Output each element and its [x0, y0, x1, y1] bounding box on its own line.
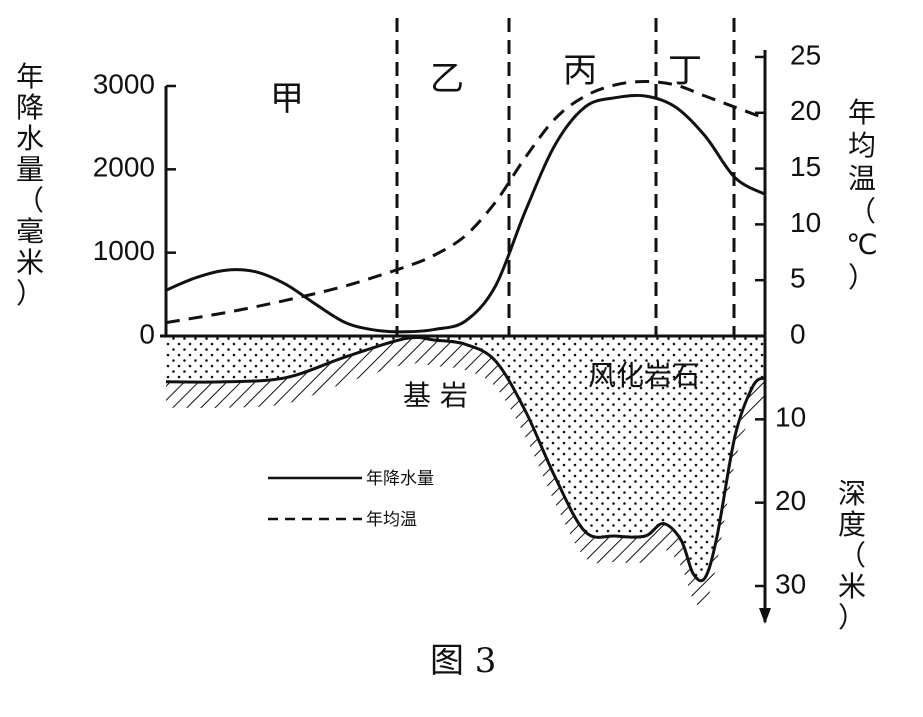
right-tick-label: 15 — [790, 151, 821, 182]
legend-label-temp: 年均温 — [366, 510, 417, 530]
precipitation-line — [165, 93, 766, 334]
depth-tick-label: 30 — [775, 568, 806, 599]
left-title-char: （ — [16, 184, 44, 217]
depth-title-char: ） — [838, 601, 866, 634]
zone-label-bing: 丙 — [563, 51, 597, 91]
left-title-char: 降 — [16, 91, 44, 124]
left-tick-label: 2000 — [93, 152, 155, 183]
right-title-char: ） — [848, 261, 876, 294]
right-title-char: ℃ — [846, 228, 877, 261]
depth-axis-title: 深度（米） — [838, 477, 866, 634]
zone-label-yi: 乙 — [430, 59, 464, 99]
weathered-rock-label: 风化岩石 — [588, 359, 700, 392]
bedrock-label: 基 岩 — [403, 379, 468, 412]
left-title-char: 量 — [16, 153, 44, 186]
right-axis-title: 年均温（℃） — [846, 96, 877, 294]
right-tick-label: 25 — [790, 39, 821, 70]
left-axis-title: 年降水量（毫米） — [16, 60, 44, 310]
bedrock-hatch — [166, 337, 765, 607]
depth-title-char: （ — [838, 539, 866, 572]
depth-tick-label: 20 — [775, 485, 806, 516]
right-tick-label: 10 — [790, 207, 821, 238]
right-title-char: 均 — [848, 129, 876, 162]
legend: 年降水量 年均温 — [268, 469, 434, 530]
left-tick-label: 1000 — [93, 235, 155, 266]
right-title-char: （ — [848, 195, 876, 228]
weathered-rock-layer — [166, 336, 765, 581]
left-title-char: 年 — [16, 60, 44, 93]
depth-title-char: 米 — [838, 570, 866, 603]
zone-label-ding: 丁 — [668, 51, 702, 91]
depth-tick-label: 10 — [775, 402, 806, 433]
right-title-char: 年 — [848, 96, 876, 129]
temperature-line — [165, 79, 766, 325]
left-title-char: ） — [16, 277, 44, 310]
legend-label-precip: 年降水量 — [366, 469, 434, 489]
bedrock-boundary-line — [165, 335, 766, 583]
figure-caption: 图 3 — [430, 641, 496, 681]
right-axis-ticks: 0 5 10 15 20 25 — [755, 39, 821, 349]
left-axis-ticks: 0 1000 2000 3000 — [93, 68, 176, 349]
zone-label-jia: 甲 — [270, 79, 304, 119]
right-title-char: 温 — [848, 162, 876, 195]
depth-title-char: 深 — [838, 477, 866, 510]
left-title-char: 毫 — [16, 215, 44, 248]
depth-title-char: 度 — [838, 508, 866, 541]
right-tick-label: 20 — [790, 95, 821, 126]
left-tick-label: 3000 — [93, 68, 155, 99]
right-tick-label: 5 — [790, 263, 806, 294]
left-title-char: 米 — [16, 246, 44, 279]
depth-axis-ticks: 10 20 30 — [755, 402, 806, 599]
left-title-char: 水 — [16, 122, 44, 155]
left-tick-label: 0 — [139, 318, 155, 349]
right-tick-label: 0 — [790, 318, 806, 349]
